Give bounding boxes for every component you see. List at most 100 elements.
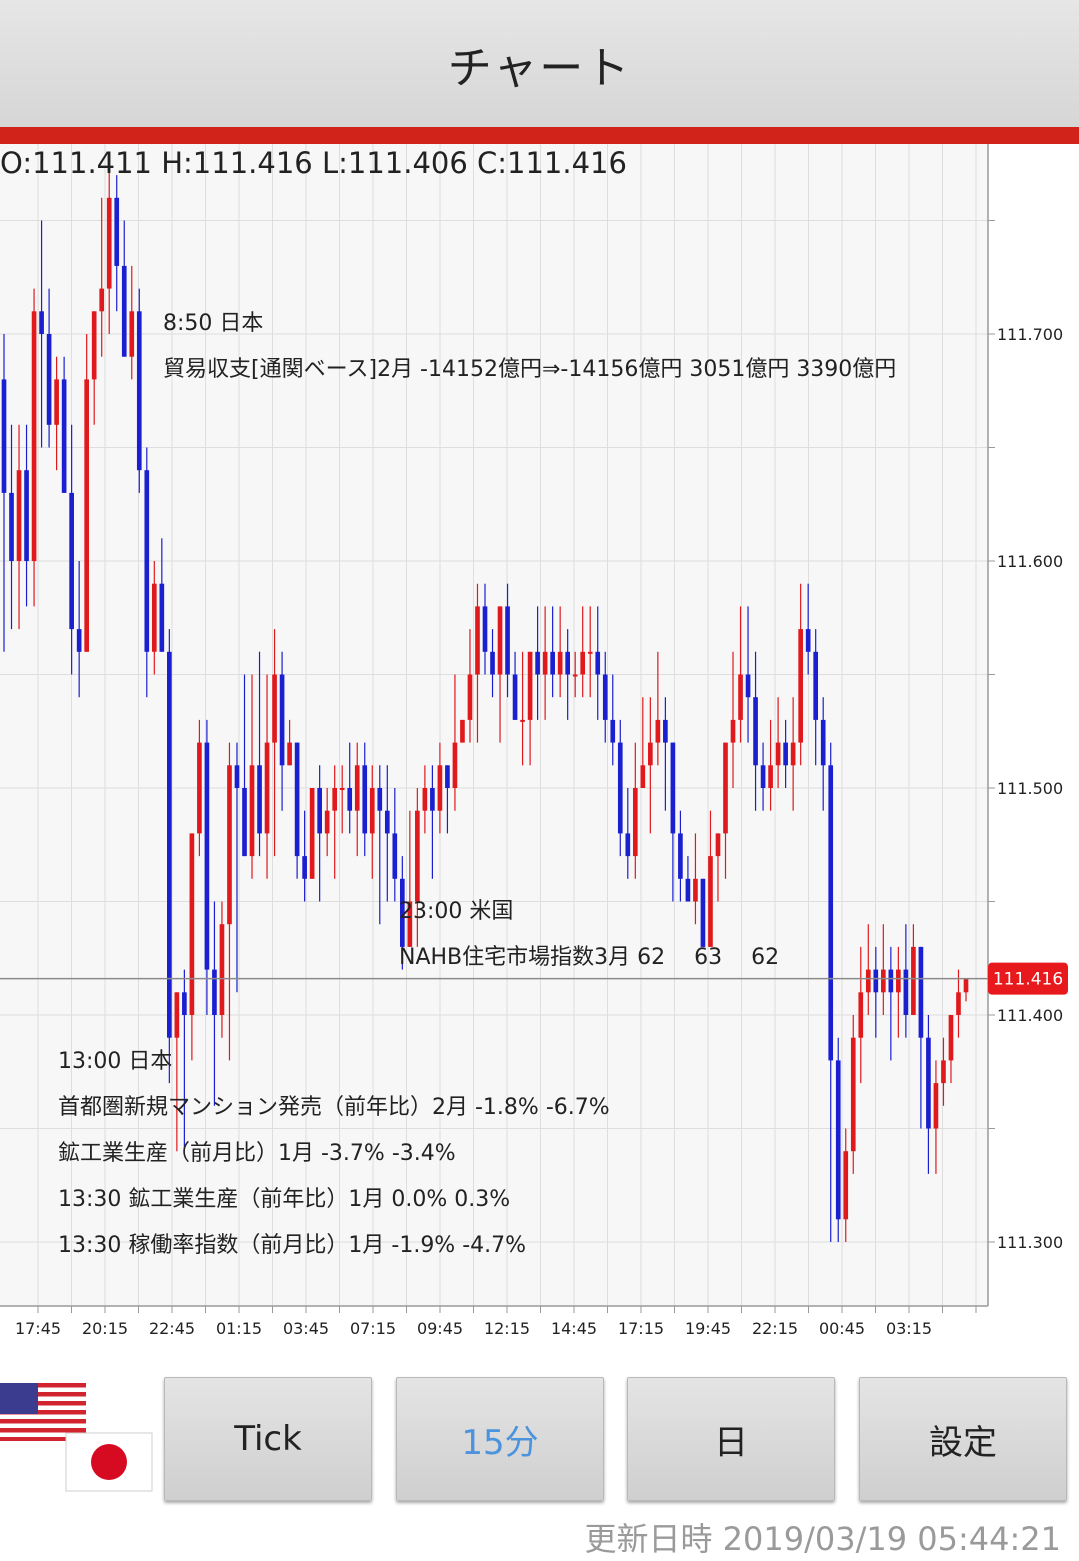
candle-body <box>77 629 82 652</box>
event-detail: NAHB住宅市場指数3月 62 63 62 <box>399 935 779 981</box>
candle-body <box>227 765 232 924</box>
candle-body <box>573 675 578 677</box>
candle-body <box>205 743 210 970</box>
x-tick-label: 14:45 <box>551 1319 597 1338</box>
page-title: チャート <box>448 32 632 96</box>
candle-body <box>490 652 495 675</box>
candle-body <box>152 584 157 652</box>
interval-15m-button[interactable]: 15分 <box>396 1377 604 1501</box>
candle-body <box>317 788 322 833</box>
candle-body <box>610 720 615 743</box>
event-detail: 貿易収支[通関ベース]2月 -14152億円⇒-14156億円 3051億円 3… <box>163 347 896 393</box>
candle-body <box>889 970 894 993</box>
us-flag-icon <box>0 1383 86 1441</box>
candle-body <box>468 675 473 720</box>
x-tick-label: 01:15 <box>216 1319 262 1338</box>
candle-body <box>340 788 345 790</box>
candle-body <box>911 947 916 1015</box>
x-tick-label: 03:45 <box>283 1319 329 1338</box>
x-tick-label: 09:45 <box>417 1319 463 1338</box>
candle-body <box>167 652 172 1038</box>
x-tick-label: 00:45 <box>819 1319 865 1338</box>
candle-body <box>9 493 14 561</box>
candle-body <box>520 720 525 722</box>
candle-body <box>280 675 285 766</box>
candle-body <box>565 652 570 675</box>
candle-body <box>114 198 119 266</box>
x-tick-label: 22:15 <box>752 1319 798 1338</box>
candle-body <box>144 470 149 652</box>
candle-body <box>483 606 488 651</box>
candle-body <box>92 311 97 379</box>
candle-body <box>528 652 533 720</box>
candle-body <box>190 833 195 1015</box>
accent-bar <box>0 127 1079 144</box>
x-tick-label: 20:15 <box>82 1319 128 1338</box>
candle-body <box>159 584 164 652</box>
y-tick-label: 111.700 <box>997 325 1063 344</box>
candle-body <box>302 856 307 879</box>
candle-body <box>580 652 585 675</box>
candle-body <box>633 788 638 856</box>
candle-body <box>392 833 397 878</box>
candle-body <box>325 811 330 834</box>
candle-body <box>640 765 645 788</box>
candle-body <box>242 788 247 856</box>
candle-body <box>768 765 773 788</box>
candle-body <box>39 311 44 334</box>
candle-body <box>964 979 969 993</box>
candle-body <box>47 334 52 425</box>
candle-body <box>956 992 961 1015</box>
candle-body <box>753 697 758 765</box>
candle-body <box>896 970 901 993</box>
candle-body <box>257 765 262 833</box>
event-annotation-us-2300: 23:00 米国 NAHB住宅市場指数3月 62 63 62 <box>399 889 779 981</box>
candle-body <box>723 743 728 834</box>
candle-body <box>310 788 315 879</box>
candle <box>84 334 89 652</box>
candle-body <box>265 743 270 834</box>
candle <box>167 629 172 1083</box>
candle-body <box>182 992 187 1015</box>
candle-body <box>535 652 540 675</box>
candle-body <box>212 970 217 1015</box>
candle-body <box>107 198 112 289</box>
currency-pair-flags[interactable] <box>0 1383 160 1493</box>
candle-body <box>505 606 510 674</box>
candle-body <box>858 992 863 1037</box>
candle-body <box>84 379 89 651</box>
candle-body <box>453 743 458 788</box>
candle-body <box>332 788 337 811</box>
candle-body <box>385 811 390 834</box>
tick-button[interactable]: Tick <box>164 1377 372 1501</box>
event-detail: 13:30 稼働率指数（前月比）1月 -1.9% -4.7% <box>58 1223 610 1269</box>
x-tick-label: 07:15 <box>350 1319 396 1338</box>
candle-body <box>783 743 788 766</box>
candle-body <box>430 788 435 811</box>
event-detail: 13:30 鉱工業生産（前年比）1月 0.0% 0.3% <box>58 1177 610 1223</box>
candle-body <box>678 833 683 878</box>
candle-body <box>415 811 420 902</box>
candle-body <box>828 765 833 1060</box>
candle-body <box>836 1060 841 1219</box>
candle <box>137 289 142 493</box>
event-annotation-jp-0850: 8:50 日本 貿易収支[通関ベース]2月 -14152億円⇒-14156億円 … <box>163 301 896 393</box>
candle-body <box>618 743 623 834</box>
candle-body <box>24 470 29 561</box>
candle-body <box>69 493 74 629</box>
candle-body <box>423 788 428 811</box>
candle-body <box>603 675 608 720</box>
x-tick-label: 19:45 <box>685 1319 731 1338</box>
candle-body <box>355 765 360 810</box>
x-tick-label: 17:15 <box>618 1319 664 1338</box>
candle-body <box>129 311 134 356</box>
candle <box>836 1038 841 1242</box>
candle-body <box>377 788 382 811</box>
settings-button[interactable]: 設定 <box>859 1377 1067 1501</box>
y-tick-label: 111.600 <box>997 552 1063 571</box>
candle-body <box>656 720 661 743</box>
ohlc-readout: O:111.411 H:111.416 L:111.406 C:111.416 <box>0 146 627 180</box>
candle-body <box>32 311 37 561</box>
interval-day-button[interactable]: 日 <box>627 1377 835 1501</box>
x-tick-label: 03:15 <box>886 1319 932 1338</box>
